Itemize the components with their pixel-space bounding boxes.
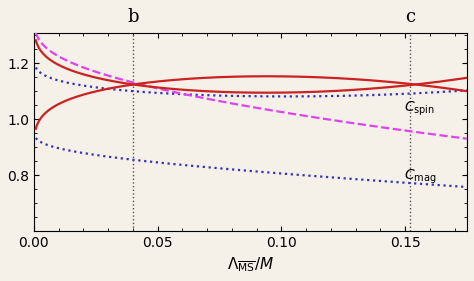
Text: $C_{\mathrm{mag}}$: $C_{\mathrm{mag}}$ xyxy=(404,168,437,187)
X-axis label: $\Lambda_{\overline{\mathrm{MS}}}/M$: $\Lambda_{\overline{\mathrm{MS}}}/M$ xyxy=(227,255,274,274)
Text: b: b xyxy=(127,8,138,26)
Text: $C_{\mathrm{spin}}$: $C_{\mathrm{spin}}$ xyxy=(404,100,435,118)
Text: c: c xyxy=(405,8,415,26)
